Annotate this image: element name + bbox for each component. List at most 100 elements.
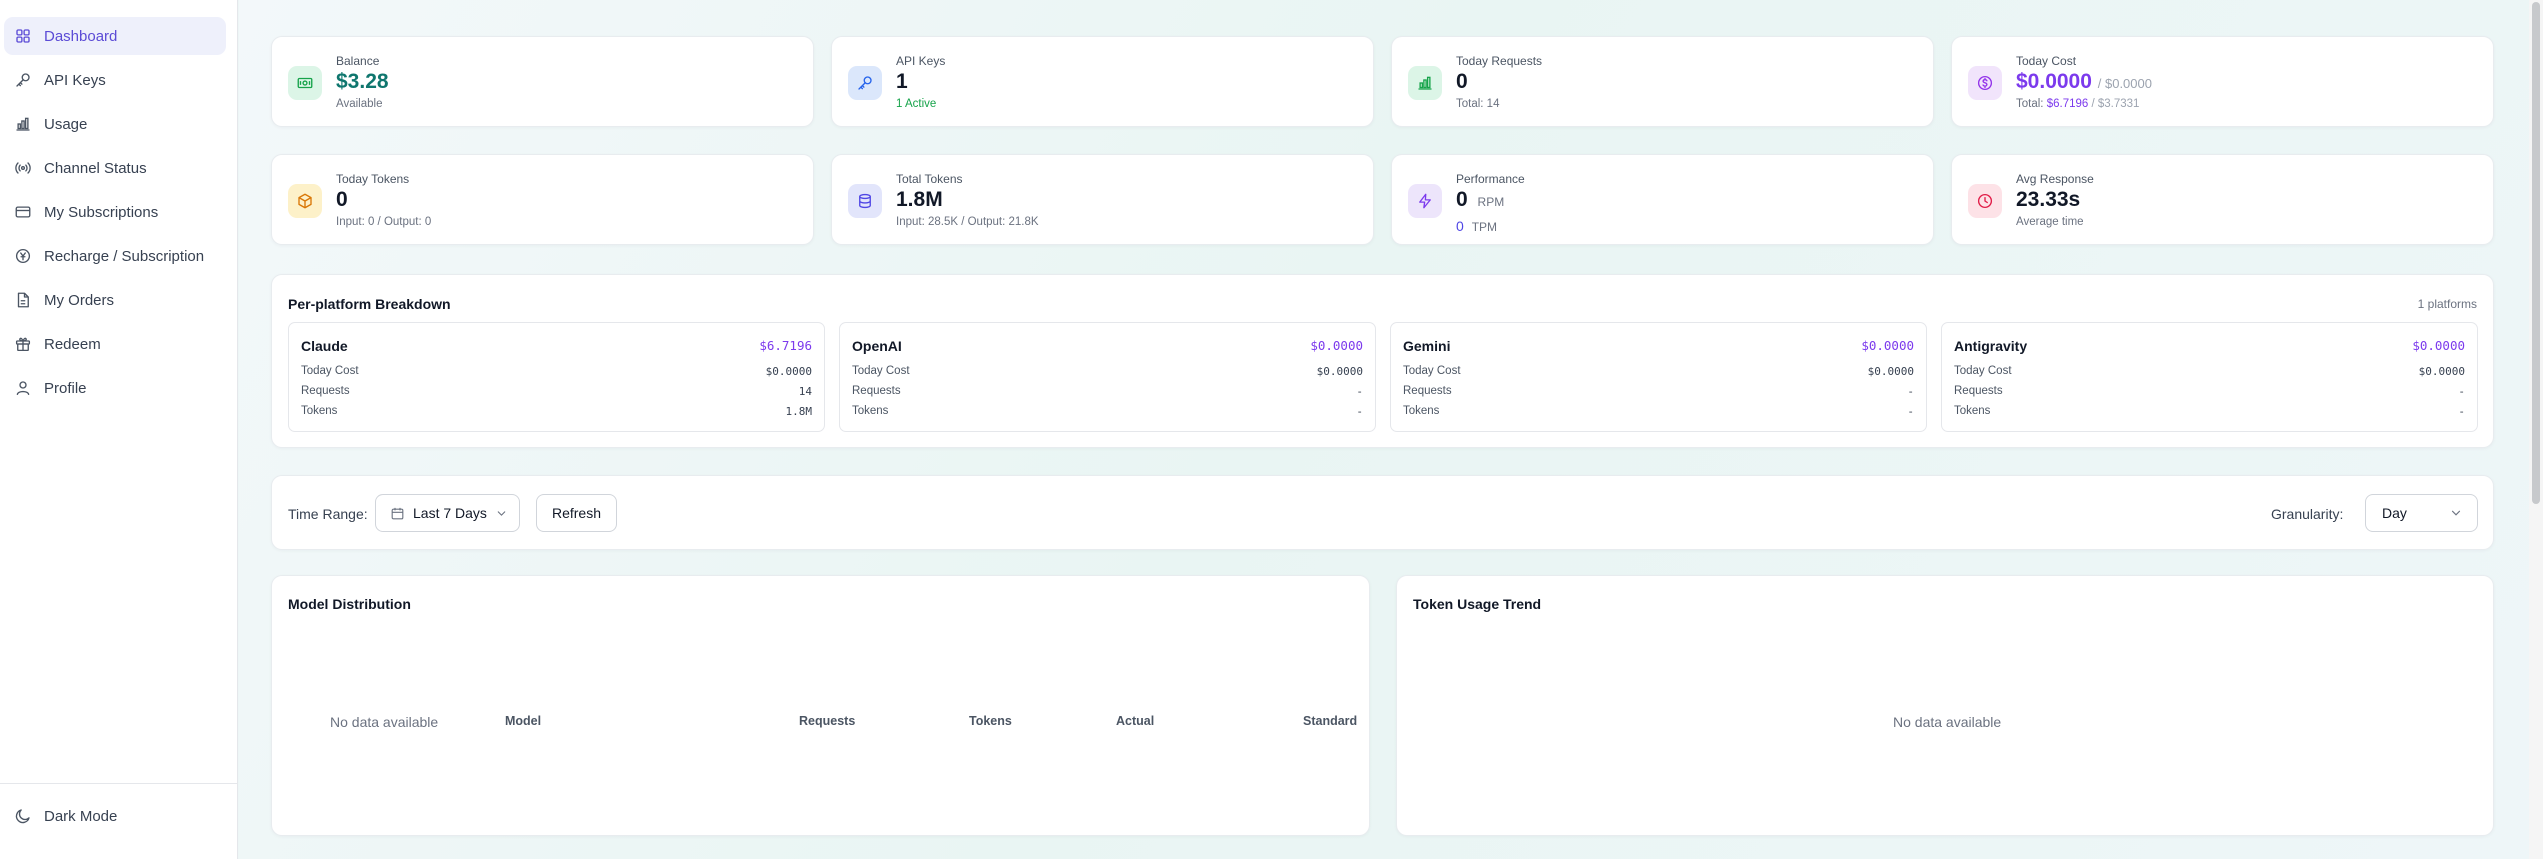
platform-row-cost: Today Cost $0.0000	[301, 365, 812, 381]
api-keys-active: 1 Active	[896, 98, 937, 110]
platform-row-cost: Today Cost $0.0000	[852, 365, 1363, 381]
platform-card-claude: Claude $6.7196 Today Cost $0.0000 Request…	[288, 322, 825, 432]
platform-row-requests: Requests -	[852, 385, 1363, 401]
row-label: Today Cost	[301, 365, 359, 377]
today-cost-actual: $0.0000	[2016, 70, 2092, 93]
row-value: -	[2458, 405, 2465, 418]
granularity-label: Granularity:	[2271, 506, 2344, 522]
sidebar-item-dashboard[interactable]: Dashboard	[4, 17, 226, 55]
platform-row-tokens: Tokens -	[1954, 405, 2465, 421]
platform-row-requests: Requests 14	[301, 385, 812, 401]
key-icon	[14, 71, 32, 89]
document-icon	[14, 291, 32, 309]
avg-response-card: Avg Response 23.33s Average time	[1951, 154, 2494, 245]
sidebar-item-label: Usage	[44, 115, 88, 133]
sidebar-item-recharge-subscription[interactable]: Recharge / Subscription	[4, 237, 226, 275]
model-distribution-no-data: No data available	[330, 714, 439, 730]
platform-row-requests: Requests -	[1403, 385, 1914, 401]
scrollbar-thumb[interactable]	[2532, 2, 2540, 504]
platform-total: $6.7196	[759, 338, 812, 353]
platform-card-openai: OpenAI $0.0000 Today Cost $0.0000 Request…	[839, 322, 1376, 432]
today-tokens-value: 0	[336, 188, 348, 211]
today-cost-label: Today Cost	[2016, 54, 2077, 68]
clock-icon	[1968, 184, 2002, 218]
column-header-requests: Requests	[799, 714, 856, 728]
sidebar-item-my-subscriptions[interactable]: My Subscriptions	[4, 193, 226, 231]
row-label: Tokens	[1954, 405, 1991, 417]
total-standard: / $3.7331	[2091, 98, 2140, 110]
token-usage-trend-title: Token Usage Trend	[1413, 596, 1542, 612]
tpm-row: 0 TPM	[1456, 218, 1497, 234]
platform-row-tokens: Tokens 1.8M	[301, 405, 812, 421]
gift-icon	[14, 335, 32, 353]
today-requests-label: Today Requests	[1456, 54, 1543, 68]
sidebar-item-my-orders[interactable]: My Orders	[4, 281, 226, 319]
platform-row-tokens: Tokens -	[1403, 405, 1914, 421]
moon-icon	[14, 807, 32, 825]
bar-chart-icon	[14, 115, 32, 133]
performance-card: Performance 0 RPM 0 TPM	[1391, 154, 1934, 245]
platform-count: 1 platforms	[2417, 297, 2477, 311]
sidebar-item-usage[interactable]: Usage	[4, 105, 226, 143]
balance-card: Balance $3.28 Available	[271, 36, 814, 127]
avg-response-value: 23.33s	[2016, 188, 2081, 211]
today-requests-value: 0	[1456, 70, 1468, 93]
total-prefix: Total:	[2016, 98, 2044, 110]
today-tokens-sub: Input: 0 / Output: 0	[336, 216, 432, 228]
avg-response-sub: Average time	[2016, 216, 2084, 228]
model-distribution-title: Model Distribution	[288, 596, 411, 612]
row-value: 1.8M	[785, 405, 813, 418]
key-icon	[848, 66, 882, 100]
refresh-button[interactable]: Refresh	[536, 494, 617, 532]
total-actual: $6.7196	[2046, 98, 2089, 110]
today-requests-total: Total: 14	[1456, 98, 1500, 110]
bolt-icon	[1408, 184, 1442, 218]
platform-total: $0.0000	[2412, 338, 2465, 353]
sidebar-item-profile[interactable]: Profile	[4, 369, 226, 407]
row-value: -	[2458, 385, 2465, 398]
sidebar-item-label: Redeem	[44, 335, 101, 353]
sidebar-item-api-keys[interactable]: API Keys	[4, 61, 226, 99]
token-usage-trend-card: Token Usage Trend No data available	[1396, 575, 2494, 836]
database-icon	[848, 184, 882, 218]
signal-icon	[14, 159, 32, 177]
dark-mode-toggle[interactable]: Dark Mode	[4, 797, 226, 835]
dark-mode-label: Dark Mode	[44, 807, 118, 825]
sidebar-item-label: API Keys	[44, 71, 106, 89]
row-label: Tokens	[852, 405, 889, 417]
row-value: -	[1356, 405, 1363, 418]
column-header-tokens: Tokens	[969, 714, 1012, 728]
balance-label: Balance	[336, 54, 380, 68]
granularity-select[interactable]: Day	[2365, 494, 2478, 532]
rpm-unit: RPM	[1477, 195, 1505, 209]
tpm-unit: TPM	[1471, 220, 1498, 234]
avg-response-label: Avg Response	[2016, 172, 2094, 186]
time-range-select[interactable]: Last 7 Days	[375, 494, 520, 532]
row-value: $0.0000	[1316, 365, 1363, 378]
sidebar-item-label: My Subscriptions	[44, 203, 159, 221]
row-label: Requests	[1403, 385, 1452, 397]
row-label: Requests	[301, 385, 350, 397]
sidebar-item-channel-status[interactable]: Channel Status	[4, 149, 226, 187]
performance-label: Performance	[1456, 172, 1525, 186]
row-value: -	[1907, 385, 1914, 398]
sidebar-divider	[0, 783, 238, 784]
calendar-icon	[390, 506, 405, 521]
row-value: -	[1907, 405, 1914, 418]
tpm-value: 0	[1456, 218, 1464, 234]
platform-total: $0.0000	[1861, 338, 1914, 353]
platform-name: Gemini	[1403, 338, 1451, 354]
row-value: $0.0000	[765, 365, 812, 378]
platform-card-antigravity: Antigravity $0.0000 Today Cost $0.0000 Re…	[1941, 322, 2478, 432]
column-header-standard: Standard	[1303, 714, 1358, 728]
time-range-label: Time Range:	[288, 506, 368, 522]
today-tokens-card: Today Tokens 0 Input: 0 / Output: 0	[271, 154, 814, 245]
main-content: Balance $3.28 Available API Keys 1 1 Act…	[239, 0, 2529, 859]
user-icon	[14, 379, 32, 397]
sidebar-item-redeem[interactable]: Redeem	[4, 325, 226, 363]
row-value: -	[1356, 385, 1363, 398]
token-usage-trend-no-data: No data available	[1893, 714, 2002, 730]
cube-icon	[288, 184, 322, 218]
platform-row-requests: Requests -	[1954, 385, 2465, 401]
total-tokens-value: 1.8M	[896, 188, 943, 211]
